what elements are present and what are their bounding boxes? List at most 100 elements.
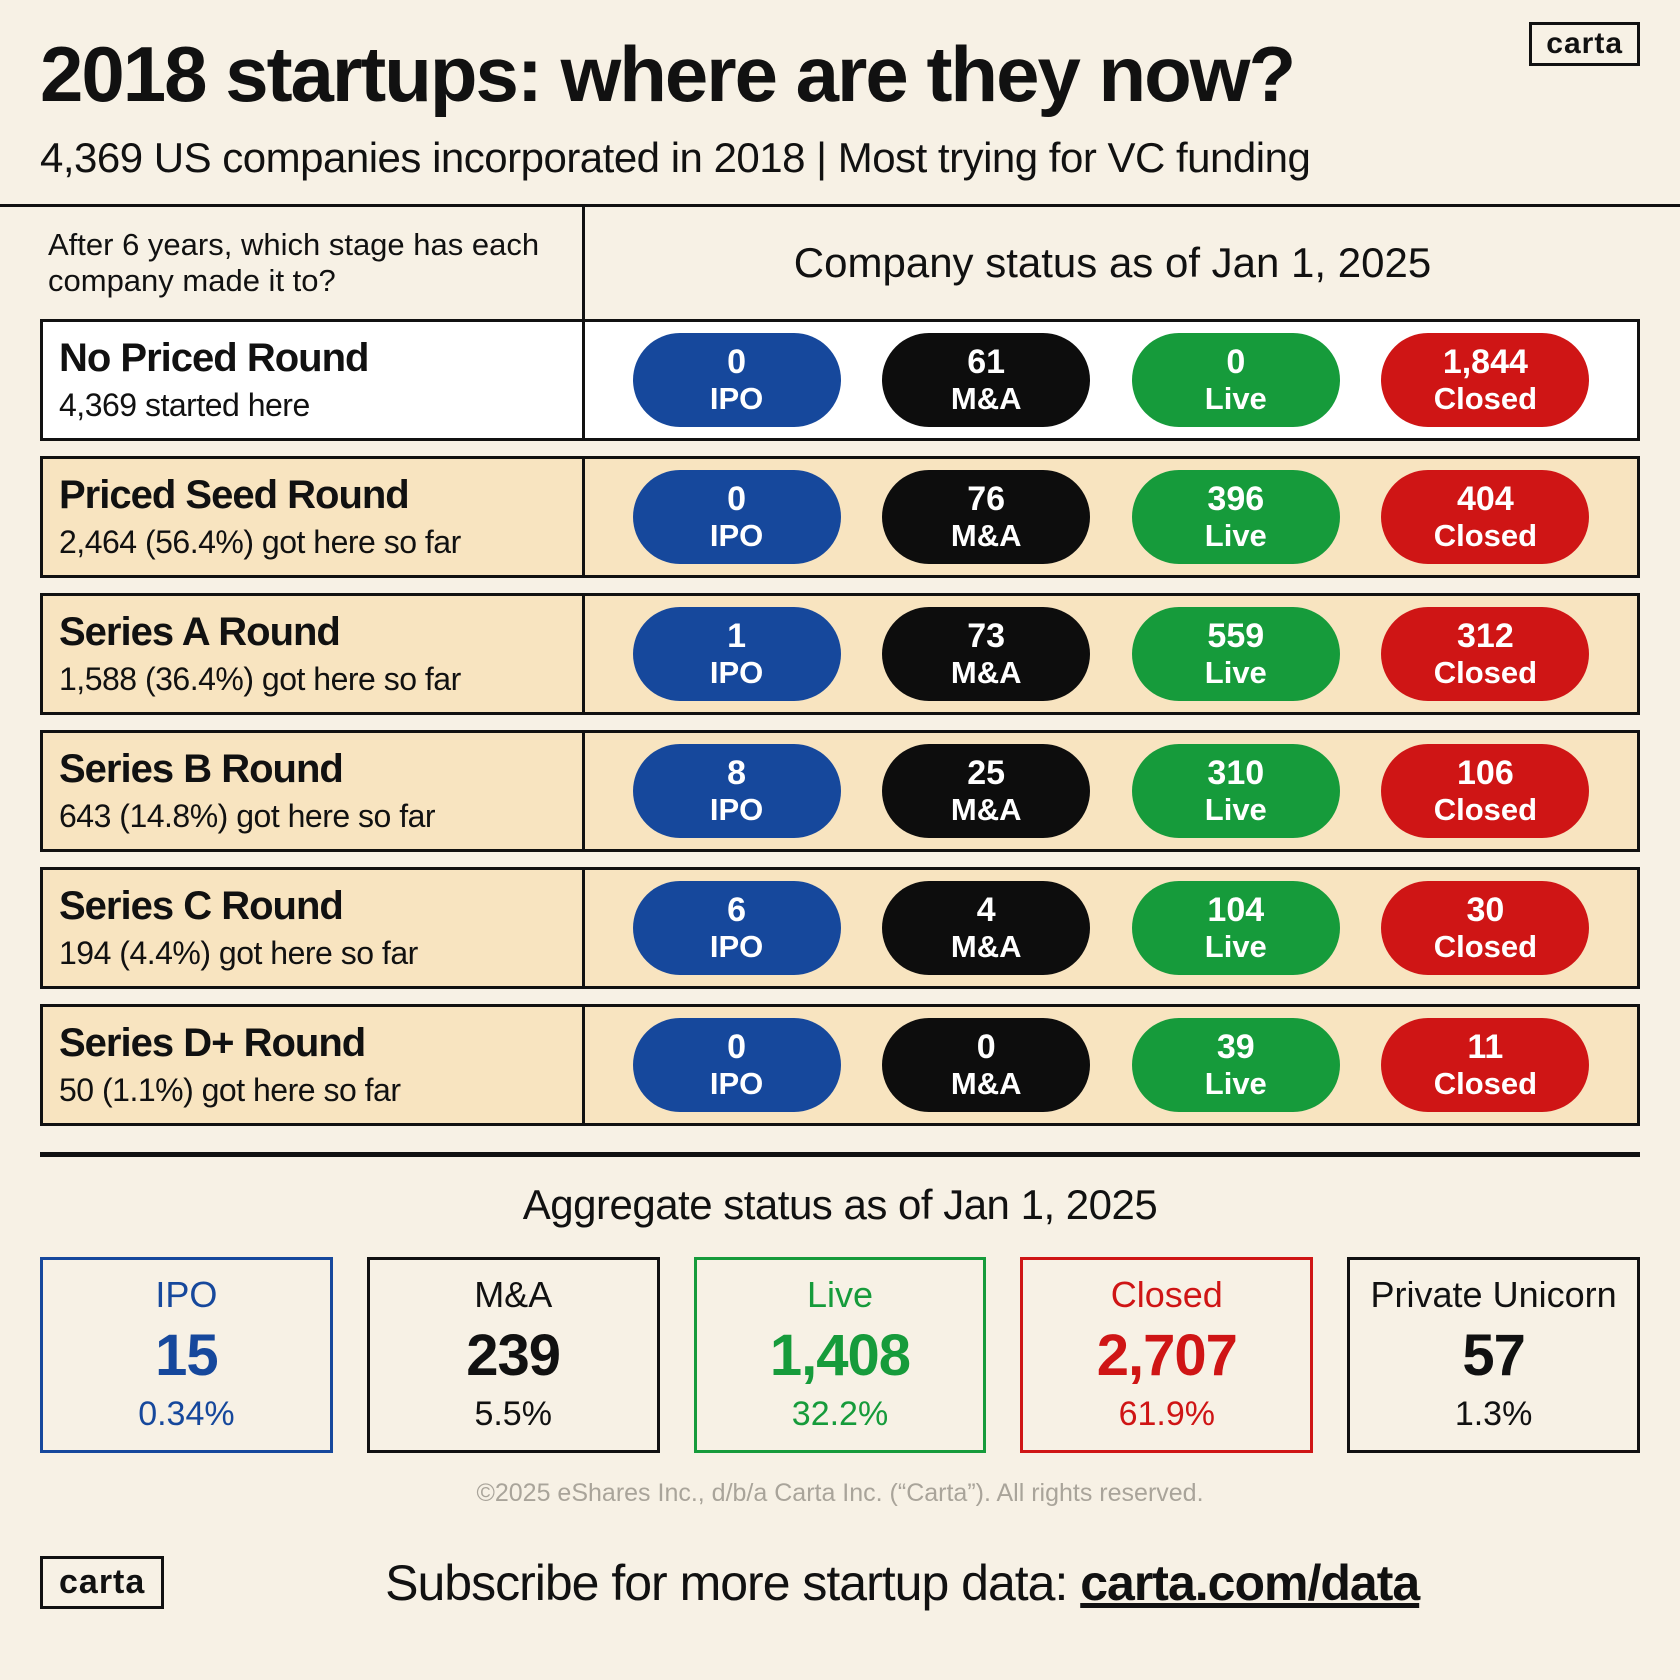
carta-logo-bottom: carta [40, 1556, 165, 1610]
pill-value: 1,844 [1442, 343, 1528, 382]
subscribe-text: Subscribe for more startup data: carta.c… [164, 1554, 1640, 1612]
stage-row-priced-seed-round: Priced Seed Round 2,464 (56.4%) got here… [40, 455, 1640, 578]
page-title: 2018 startups: where are they now? [40, 30, 1296, 118]
live-pill: 310 Live [1131, 743, 1340, 838]
pill-value: 39 [1216, 1028, 1255, 1067]
stage-column-header: After 6 years, which stage has each comp… [40, 206, 585, 319]
aggregate-value: 1,408 [769, 1322, 911, 1388]
aggregate-card-live: Live 1,408 32.2% [693, 1256, 987, 1453]
stage-info: Series D+ Round 50 (1.1%) got here so fa… [43, 1006, 585, 1123]
stage-row-series-c: Series C Round 194 (4.4%) got here so fa… [40, 866, 1640, 989]
aggregate-value: 57 [1462, 1322, 1526, 1388]
closed-pill: 106 Closed [1381, 743, 1590, 838]
pill-label: M&A [950, 654, 1022, 690]
stage-subtitle: 643 (14.8%) got here so far [59, 797, 436, 834]
pill-value: 8 [727, 754, 747, 793]
subscribe-prefix: Subscribe for more startup data: [385, 1554, 1081, 1611]
aggregate-label: M&A [474, 1273, 553, 1315]
stage-title: No Priced Round [59, 335, 369, 380]
stage-subtitle: 2,464 (56.4%) got here so far [59, 523, 461, 560]
stage-info: Series B Round 643 (14.8%) got here so f… [43, 732, 585, 849]
stage-title: Priced Seed Round [59, 472, 410, 517]
pill-label: Live [1204, 654, 1267, 690]
ipo-pill: 0 IPO [632, 1017, 841, 1112]
ipo-pill: 0 IPO [632, 469, 841, 564]
aggregate-card-closed: Closed 2,707 61.9% [1020, 1256, 1314, 1453]
ipo-pill: 0 IPO [632, 332, 841, 427]
stage-row-series-a: Series A Round 1,588 (36.4%) got here so… [40, 592, 1640, 715]
pill-value: 0 [1226, 343, 1246, 382]
pill-value: 4 [976, 891, 996, 930]
pill-label: Closed [1433, 380, 1538, 416]
aggregate-label: Live [806, 1273, 874, 1315]
pill-label: M&A [950, 517, 1022, 553]
aggregate-label: Private Unicorn [1370, 1273, 1617, 1315]
pill-value: 6 [727, 891, 747, 930]
aggregate-percent: 5.5% [474, 1394, 552, 1433]
pill-value: 0 [727, 343, 747, 382]
pill-label: Live [1204, 791, 1267, 827]
ipo-pill: 1 IPO [632, 606, 841, 701]
aggregate-card-ipo: IPO 15 0.34% [40, 1256, 333, 1453]
status-pills: 8 IPO 25 M&A 310 Live 106 Closed [585, 733, 1637, 849]
stage-rows: No Priced Round 4,369 started here 0 IPO … [40, 318, 1640, 1126]
carta-logo-top: carta [1529, 22, 1640, 66]
aggregate-cards: IPO 15 0.34% M&A 239 5.5% Live 1,408 32.… [40, 1256, 1640, 1453]
pill-value: 73 [967, 617, 1006, 656]
stage-info: Series C Round 194 (4.4%) got here so fa… [43, 869, 585, 986]
pill-label: Closed [1433, 517, 1538, 553]
pill-value: 25 [967, 754, 1006, 793]
stage-subtitle: 50 (1.1%) got here so far [59, 1071, 401, 1108]
aggregate-percent: 32.2% [791, 1394, 889, 1433]
column-headers: After 6 years, which stage has each comp… [40, 206, 1640, 319]
pill-label: Closed [1433, 791, 1538, 827]
pill-label: Live [1204, 1065, 1267, 1101]
page-subtitle: 4,369 US companies incorporated in 2018 … [40, 133, 1311, 181]
pill-label: IPO [709, 791, 764, 827]
closed-pill: 1,844 Closed [1381, 332, 1590, 427]
pill-value: 396 [1207, 480, 1265, 519]
pill-label: IPO [709, 928, 764, 964]
status-column-header: Company status as of Jan 1, 2025 [793, 238, 1432, 286]
live-pill: 39 Live [1131, 1017, 1340, 1112]
pill-value: 30 [1466, 891, 1505, 930]
pill-value: 559 [1207, 617, 1265, 656]
stage-row-series-b: Series B Round 643 (14.8%) got here so f… [40, 729, 1640, 852]
ma-pill: 76 M&A [882, 469, 1091, 564]
stage-row-series-d-plus: Series D+ Round 50 (1.1%) got here so fa… [40, 1003, 1640, 1126]
pill-value: 0 [727, 1028, 747, 1067]
closed-pill: 312 Closed [1381, 606, 1590, 701]
ma-pill: 25 M&A [882, 743, 1091, 838]
aggregate-label: Closed [1110, 1273, 1223, 1315]
pill-label: Live [1204, 517, 1267, 553]
pill-value: 310 [1207, 754, 1265, 793]
status-pills: 0 IPO 61 M&A 0 Live 1,844 Closed [585, 322, 1637, 438]
aggregate-percent: 1.3% [1454, 1394, 1533, 1433]
closed-pill: 11 Closed [1381, 1017, 1590, 1112]
footer: carta Subscribe for more startup data: c… [0, 1542, 1680, 1636]
pill-value: 106 [1457, 754, 1514, 793]
aggregate-percent: 0.34% [138, 1394, 235, 1433]
pill-label: Live [1204, 928, 1267, 964]
live-pill: 559 Live [1131, 606, 1340, 701]
header-divider [0, 203, 1680, 207]
aggregate-value: 239 [466, 1322, 561, 1388]
pill-label: IPO [709, 654, 764, 690]
pill-label: M&A [950, 1065, 1022, 1101]
pill-value: 0 [976, 1028, 996, 1067]
stage-subtitle: 4,369 started here [59, 386, 310, 423]
ma-pill: 0 M&A [882, 1017, 1091, 1112]
ma-pill: 4 M&A [882, 880, 1091, 975]
status-pills: 0 IPO 76 M&A 396 Live 404 Closed [585, 459, 1637, 575]
aggregate-title: Aggregate status as of Jan 1, 2025 [522, 1180, 1158, 1228]
pill-value: 11 [1467, 1028, 1504, 1067]
aggregate-card-ma: M&A 239 5.5% [366, 1256, 660, 1453]
stage-title: Series C Round [59, 883, 344, 928]
pill-label: M&A [950, 791, 1022, 827]
pill-label: M&A [950, 380, 1022, 416]
aggregate-divider [40, 1151, 1640, 1157]
pill-value: 1 [727, 617, 747, 656]
subscribe-link[interactable]: carta.com/data [1080, 1554, 1420, 1611]
pill-label: Closed [1433, 928, 1538, 964]
pill-value: 312 [1457, 617, 1514, 656]
